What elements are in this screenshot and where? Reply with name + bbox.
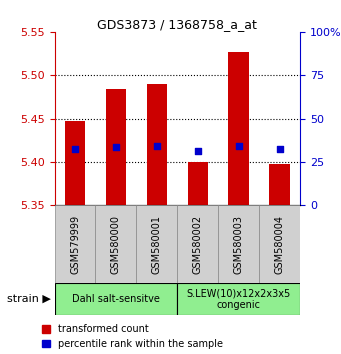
Text: S.LEW(10)x12x2x3x5
congenic: S.LEW(10)x12x2x3x5 congenic bbox=[187, 288, 291, 310]
Point bbox=[236, 143, 241, 149]
Text: GSM580002: GSM580002 bbox=[193, 215, 203, 274]
Bar bbox=[269, 164, 290, 205]
FancyBboxPatch shape bbox=[136, 205, 177, 283]
FancyBboxPatch shape bbox=[95, 205, 136, 283]
Bar bbox=[65, 121, 85, 205]
FancyBboxPatch shape bbox=[259, 205, 300, 283]
FancyBboxPatch shape bbox=[218, 205, 259, 283]
Text: GSM579999: GSM579999 bbox=[70, 215, 80, 274]
FancyBboxPatch shape bbox=[55, 205, 95, 283]
Text: strain ▶: strain ▶ bbox=[7, 294, 51, 304]
Text: GSM580000: GSM580000 bbox=[111, 215, 121, 274]
FancyBboxPatch shape bbox=[55, 283, 177, 315]
Point bbox=[277, 146, 282, 152]
FancyBboxPatch shape bbox=[177, 283, 300, 315]
Bar bbox=[228, 52, 249, 205]
Text: GSM580001: GSM580001 bbox=[152, 215, 162, 274]
Legend: transformed count, percentile rank within the sample: transformed count, percentile rank withi… bbox=[42, 324, 223, 349]
Text: Dahl salt-sensitve: Dahl salt-sensitve bbox=[72, 294, 160, 304]
Point bbox=[72, 146, 78, 152]
Point bbox=[154, 143, 160, 149]
Bar bbox=[188, 162, 208, 205]
Title: GDS3873 / 1368758_a_at: GDS3873 / 1368758_a_at bbox=[98, 18, 257, 31]
Bar bbox=[147, 84, 167, 205]
FancyBboxPatch shape bbox=[177, 205, 218, 283]
Point bbox=[113, 144, 119, 150]
Text: GSM580004: GSM580004 bbox=[275, 215, 285, 274]
Bar bbox=[106, 89, 126, 205]
Point bbox=[195, 148, 201, 154]
Text: GSM580003: GSM580003 bbox=[234, 215, 244, 274]
